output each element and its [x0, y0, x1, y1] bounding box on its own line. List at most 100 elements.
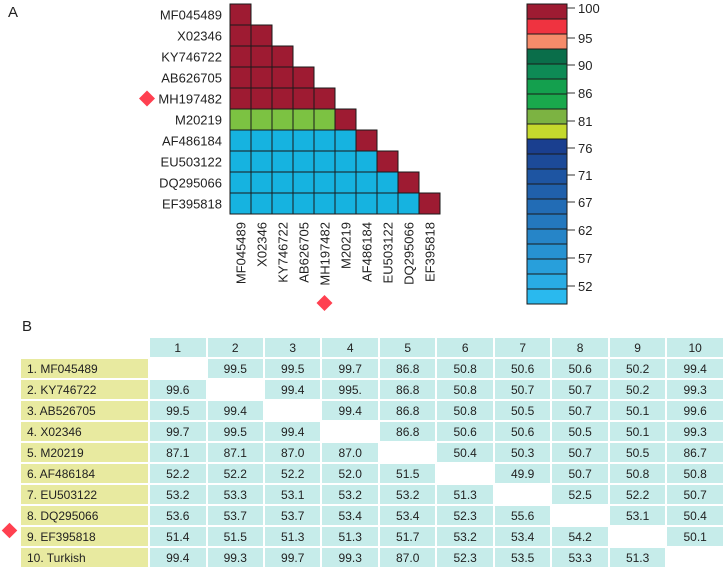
table-cell: 99.4 [206, 400, 264, 421]
table-cell [206, 379, 264, 400]
table-cell: 51.4 [149, 526, 207, 547]
table-cell: 50.1 [608, 400, 667, 421]
table-cell: 50.7 [666, 484, 724, 505]
table-cell: 87.0 [378, 547, 437, 568]
heatmap-column-label: EF395818 [423, 222, 438, 282]
color-scale-bar [526, 3, 568, 305]
heatmap-cell [250, 24, 273, 47]
table-row: 4. X02346 99.7 99.5 99.4 86.8 50.6 50.6 50.5 50.… [20, 421, 724, 442]
heatmap-cell [334, 129, 357, 152]
heatmap-cell [250, 87, 273, 110]
color-scale-band [526, 123, 568, 140]
color-scale-tick-label: 76 [578, 141, 592, 156]
table-cell: 99.6 [149, 379, 207, 400]
table-cell: 51.7 [378, 526, 437, 547]
table-cell: 99.4 [666, 358, 724, 379]
color-scale-band [526, 213, 568, 230]
color-scale-band [526, 183, 568, 200]
heatmap-cell [229, 108, 252, 131]
color-scale-tick-label: 90 [578, 58, 592, 73]
table-row: 9. EF395818 51.4 51.5 51.3 51.3 51.7 53.2 53.4 5… [20, 526, 724, 547]
heatmap-cell [250, 129, 273, 152]
table-cell: 52.3 [436, 505, 494, 526]
table-cell [263, 400, 322, 421]
table-cell: 99.5 [263, 358, 322, 379]
heatmap-cell [250, 66, 273, 89]
heatmap-row-label: MF045489 [160, 8, 222, 23]
heatmap-row-label: EF395818 [162, 197, 222, 212]
heatmap-row-labels: MF045489 X02346 KY746722 AB626705 MH197482 M2… [158, 8, 222, 212]
table-cell: 51.3 [608, 547, 667, 568]
table-cell: 99.4 [149, 547, 207, 568]
heatmap-column-label: X02346 [255, 222, 270, 267]
heatmap-cell [355, 171, 378, 194]
table-cell: 86.7 [666, 442, 724, 463]
heatmap-row-label: AB626705 [161, 71, 222, 86]
heatmap-cell [292, 66, 315, 89]
color-scale-band [526, 78, 568, 95]
identity-table: 1 2 3 4 5 6 7 8 9 10 1. MF045489 99.5 99.5 99.7 86.8 5… [20, 337, 724, 568]
heatmap-cell [334, 192, 357, 215]
table-cell: 50.6 [493, 421, 552, 442]
table-cell: 50.7 [493, 379, 552, 400]
table-cell: 50.8 [666, 463, 724, 484]
table-cell: 87.1 [206, 442, 264, 463]
heatmap-cell [250, 171, 273, 194]
heatmap-cell [376, 171, 399, 194]
heatmap-cell [271, 108, 294, 131]
heatmap-cell [418, 192, 441, 215]
table-cell [321, 421, 379, 442]
row-highlight-marker-icon [139, 90, 155, 107]
heatmap-markers [139, 90, 333, 311]
table-cell: 50.8 [436, 400, 494, 421]
table-cell: 99.7 [149, 421, 207, 442]
heatmap-cell [292, 87, 315, 110]
heatmap-cell [271, 66, 294, 89]
table-cell: 53.7 [206, 505, 264, 526]
heatmap-cell [355, 150, 378, 173]
color-scale-band [526, 243, 568, 260]
table-cell: 50.2 [608, 358, 667, 379]
heatmap-cell [313, 171, 336, 194]
heatmap-cell [313, 192, 336, 215]
table-cell: 87.0 [263, 442, 322, 463]
table-row: 1. MF045489 99.5 99.5 99.7 86.8 50.8 50.6 50.6 5… [20, 358, 724, 379]
heatmap-row-label: X02346 [177, 29, 222, 44]
table-row: 5. M20219 87.1 87.1 87.0 87.0 50.4 50.3 50.7 50.… [20, 442, 724, 463]
heatmap-cell [250, 192, 273, 215]
table-column-header: 9 [608, 337, 667, 358]
heatmap-cell [229, 24, 252, 47]
table-cell: 87.1 [149, 442, 207, 463]
table-cell: 53.2 [436, 526, 494, 547]
color-scale-band [526, 138, 568, 155]
color-scale-ticks: 100 95 90 86 81 76 71 67 62 57 52 [567, 1, 600, 294]
table-cell: 995. [321, 379, 379, 400]
turkish-marker-icon [1, 522, 18, 539]
heatmap-column-label: EU503122 [381, 222, 396, 283]
heatmap-cell [313, 150, 336, 173]
heatmap-row-label: MH197482 [158, 92, 222, 107]
heatmap-cell [271, 129, 294, 152]
heatmap-cell [229, 129, 252, 152]
table-cell [551, 505, 609, 526]
heatmap-row-label: DQ295066 [159, 176, 222, 191]
heatmap-column-label: MH197482 [318, 222, 333, 286]
table-corner [20, 337, 150, 358]
color-scale-band [526, 198, 568, 215]
heatmap-column-label: AB626705 [297, 222, 312, 283]
heatmap-cell [271, 87, 294, 110]
table-row-header: 3. AB526705 [20, 400, 150, 421]
table-cell: 52.2 [206, 463, 264, 484]
table-row-header: 9. EF395818 [20, 526, 150, 547]
table-row-header: 8. DQ295066 [20, 505, 150, 526]
table-cell: 51.3 [321, 526, 379, 547]
table-cell: 53.6 [149, 505, 207, 526]
table-cell: 50.5 [608, 442, 667, 463]
table-cell: 99.7 [263, 547, 322, 568]
table-cell: 53.4 [493, 526, 552, 547]
color-scale-band [526, 168, 568, 185]
color-scale-tick-label: 95 [578, 31, 592, 46]
table-row: 6. AF486184 52.2 52.2 52.2 52.0 51.5 49.9 50.7 5… [20, 463, 724, 484]
heatmap-cell [313, 108, 336, 131]
table-cell: 50.7 [551, 463, 609, 484]
